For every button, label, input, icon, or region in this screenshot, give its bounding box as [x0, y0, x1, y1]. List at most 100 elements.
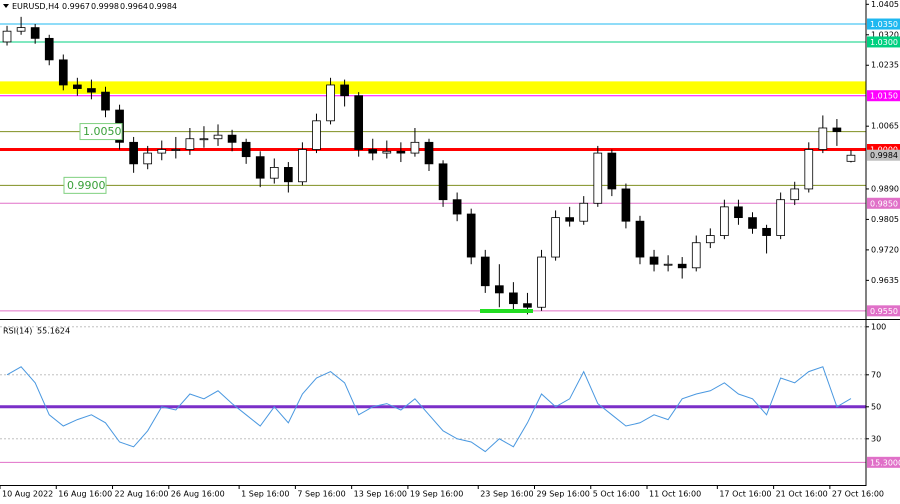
header-close: 0.9984: [149, 2, 177, 11]
candle-body: [410, 141, 420, 154]
dropdown-icon: [3, 4, 9, 8]
level-tag: 1.0050: [83, 125, 122, 138]
candle-body: [635, 220, 645, 258]
candle-body: [663, 263, 673, 266]
candle-body: [424, 141, 434, 165]
level-tag-box: [79, 123, 123, 141]
candle-body: [438, 163, 448, 201]
x-tick-label: 1 Sep 16:00: [241, 490, 289, 499]
indicator-title: RSI(14): [3, 327, 32, 336]
candle-body: [705, 235, 715, 244]
candle-body: [818, 127, 828, 150]
candle-body: [58, 59, 68, 86]
candle-body: [523, 303, 532, 308]
candle-body: [326, 84, 335, 122]
x-tick-label: 22 Aug 16:00: [115, 490, 169, 499]
candle-body: [16, 27, 26, 32]
candle-body: [748, 217, 757, 229]
marker-bar: [480, 309, 533, 313]
candle-body: [73, 84, 82, 89]
candle-body: [734, 206, 743, 219]
level-label-box: [867, 36, 900, 48]
candle-body: [340, 84, 349, 97]
candle-body: [129, 141, 138, 165]
candle-body: [804, 149, 814, 190]
header-low: 0.9964: [120, 2, 148, 11]
y-tick-label: 0.9720: [871, 245, 899, 254]
level-label: 1.0150: [870, 92, 898, 101]
candle-body: [537, 256, 546, 308]
level-label-box: [867, 90, 900, 102]
candle-body: [691, 242, 701, 269]
level-label: 0.9850: [870, 199, 898, 208]
x-tick-label: 21 Oct 16:00: [776, 490, 828, 499]
candle-body: [579, 202, 589, 222]
level-label-box: [867, 143, 900, 155]
candle-body: [790, 188, 800, 201]
candle-body: [213, 134, 223, 140]
candle-body: [466, 213, 476, 258]
candle-body: [593, 152, 603, 204]
x-tick-label: 26 Aug 16:00: [171, 490, 225, 499]
candle-body: [621, 188, 631, 222]
x-tick-label: 10 Aug 2022: [2, 490, 53, 499]
candle-body: [649, 256, 659, 265]
x-tick-label: 13 Sep 16:00: [354, 490, 407, 499]
candle-body: [2, 30, 12, 43]
candle-body: [382, 150, 392, 154]
y-tick-label: 70: [871, 370, 881, 379]
x-tick-label: 17 Oct 16:00: [719, 490, 771, 499]
header-high: 0.9998: [91, 2, 119, 11]
level-label-box: [867, 305, 900, 317]
candle-body: [720, 206, 729, 236]
header-open: 0.9967: [62, 2, 90, 11]
candle-body: [832, 127, 842, 132]
candle-body: [30, 27, 40, 39]
level-label-box: [867, 197, 900, 209]
indicator-value: 55.1624: [37, 327, 70, 336]
level-label-box: [867, 18, 900, 30]
y-tick-label: 1.0235: [871, 61, 899, 70]
level-tag-box: [63, 176, 107, 194]
candle-body: [185, 138, 195, 150]
current-price-box: [867, 149, 900, 161]
x-tick-label: 29 Sep 16:00: [536, 490, 589, 499]
level-label: 1.0300: [870, 38, 898, 47]
candle-body: [551, 217, 560, 258]
candle-body: [776, 199, 785, 236]
y-tick-label: 30: [871, 434, 881, 443]
candle-body: [241, 141, 251, 158]
y-tick-label: 0.9805: [871, 215, 899, 224]
x-tick-label: 7 Sep 16:00: [297, 490, 345, 499]
x-tick-label: 27 Oct 16:00: [832, 490, 884, 499]
candle-body: [509, 292, 518, 305]
x-tick-label: 11 Oct 16:00: [649, 490, 701, 499]
candle-body: [846, 154, 856, 162]
current-price-label: 0.9984: [870, 151, 898, 160]
y-tick-label: 1.0065: [871, 122, 899, 131]
candle-body: [227, 134, 237, 143]
x-tick-label: 23 Sep 16:00: [480, 490, 533, 499]
candle-body: [269, 167, 279, 179]
level-tag: 0.9900: [67, 179, 106, 192]
y-tick-label: 0.9890: [871, 184, 899, 193]
candle-body: [762, 227, 771, 236]
level-label: 15.3000: [870, 458, 900, 467]
candle-body: [101, 91, 110, 111]
candle-body: [354, 95, 364, 150]
candle-body: [255, 156, 265, 179]
x-tick-label: 19 Sep 16:00: [410, 490, 463, 499]
candle-body: [87, 88, 96, 93]
candle-body: [171, 149, 181, 151]
plot-layer: [0, 16, 866, 463]
y-tick-label: 100: [871, 322, 886, 331]
candle-body: [396, 150, 406, 154]
zone-band: [0, 81, 866, 94]
candle-body: [480, 256, 490, 287]
level-label: 0.9550: [870, 307, 898, 316]
level-label: 1.0350: [870, 20, 898, 29]
y-tick-label: 1.0320: [871, 30, 899, 39]
candle-body: [607, 152, 617, 190]
